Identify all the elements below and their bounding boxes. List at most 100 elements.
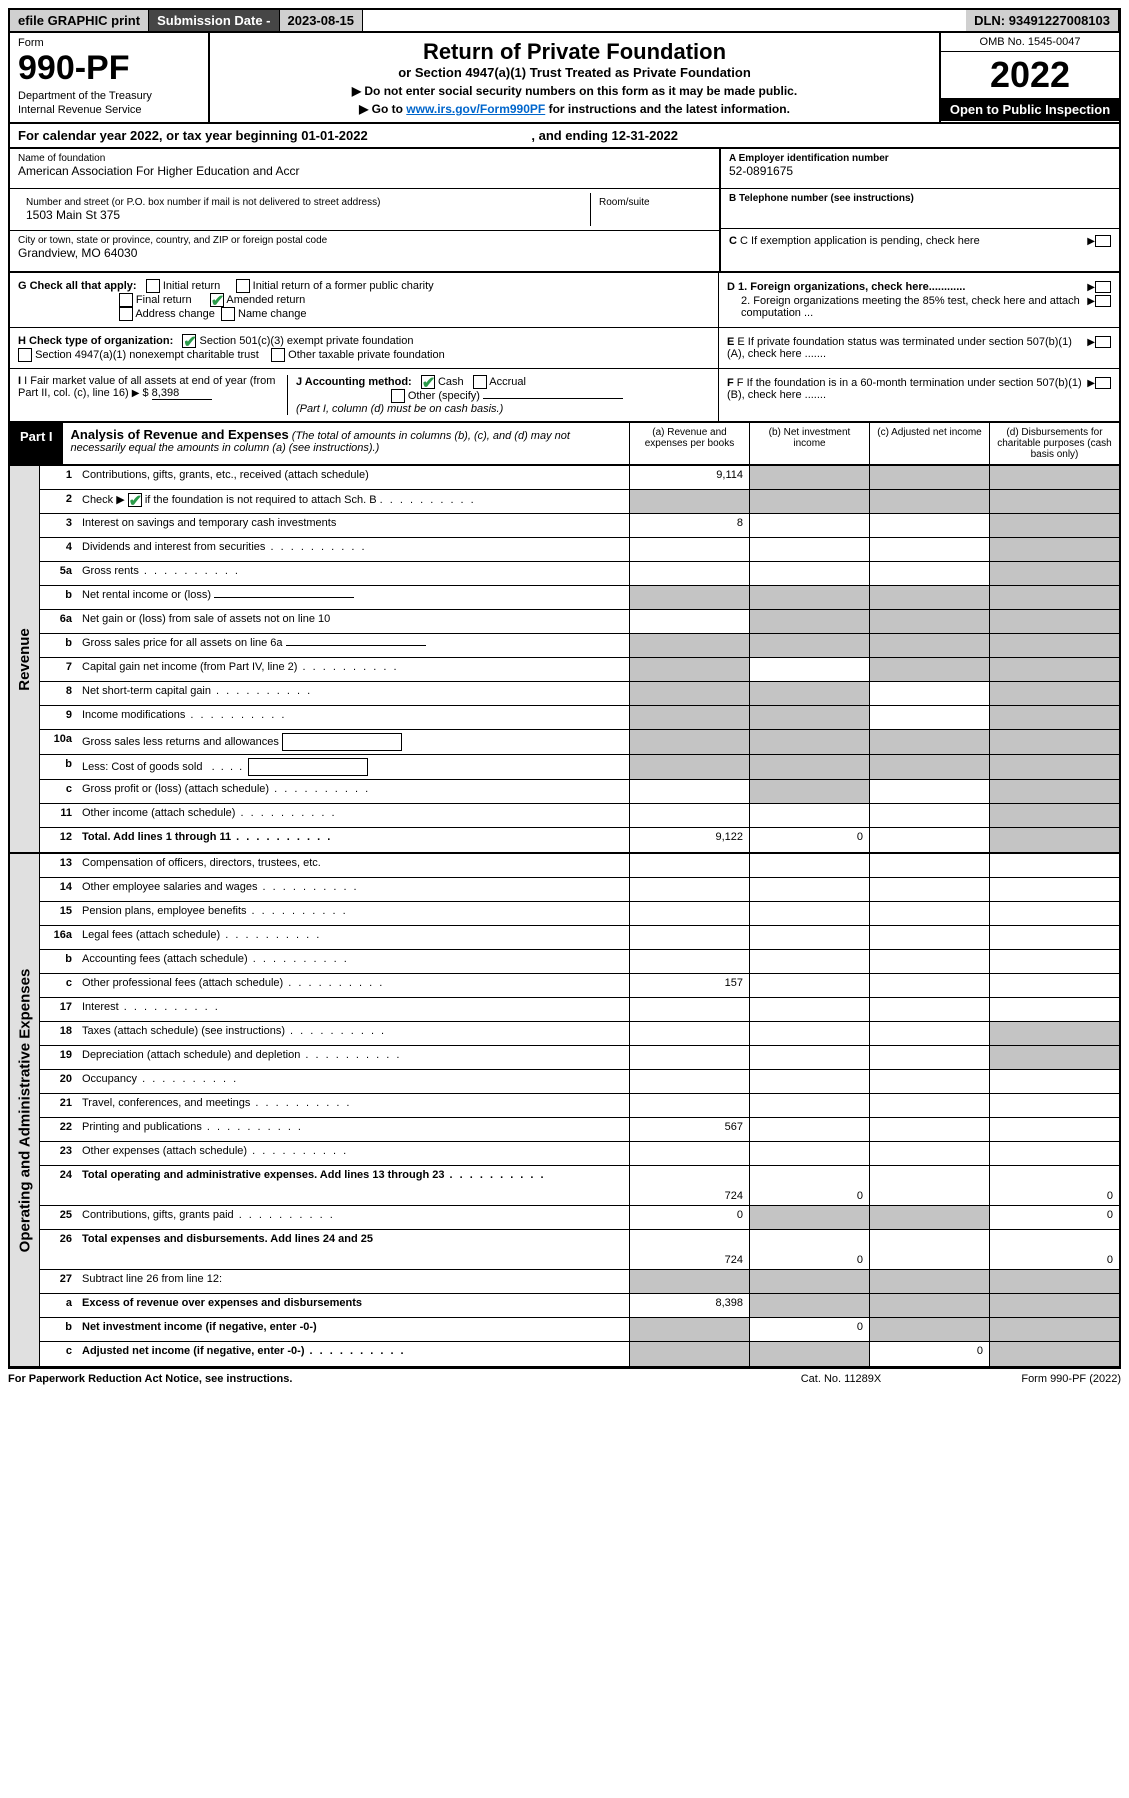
f-checkbox[interactable] <box>1095 377 1111 389</box>
expenses-side-label: Operating and Administrative Expenses <box>10 854 40 1366</box>
cb-accrual[interactable] <box>473 375 487 389</box>
cb-other-taxable[interactable] <box>271 348 285 362</box>
footer-cat: Cat. No. 11289X <box>741 1373 941 1385</box>
line-14: Other employee salaries and wages <box>78 878 629 901</box>
line-3-a: 8 <box>629 514 749 537</box>
line-26-b: 0 <box>749 1230 869 1269</box>
submission-date: 2023-08-15 <box>280 10 364 31</box>
cb-cash[interactable] <box>421 375 435 389</box>
line-10b: Less: Cost of goods sold . . . . <box>78 755 629 779</box>
j-label: J Accounting method: <box>296 376 412 388</box>
cb-amended-return[interactable] <box>210 293 224 307</box>
f-row: F F If the foundation is in a 60-month t… <box>719 369 1119 421</box>
line-23: Other expenses (attach schedule) <box>78 1142 629 1165</box>
ein-cell: A Employer identification number 52-0891… <box>721 149 1119 189</box>
info-right: A Employer identification number 52-0891… <box>719 149 1119 271</box>
d1-label: D 1. Foreign organizations, check here..… <box>727 281 965 293</box>
line-26-d: 0 <box>989 1230 1119 1269</box>
name-label: Name of foundation <box>18 153 711 164</box>
line-24: Total operating and administrative expen… <box>78 1166 629 1205</box>
part1-header: Part I Analysis of Revenue and Expenses … <box>8 423 1121 466</box>
tax-year: 2022 <box>941 52 1119 98</box>
instruction-1: ▶ Do not enter social security numbers o… <box>220 84 929 98</box>
foundation-name: American Association For Higher Educatio… <box>18 164 711 178</box>
line-27: Subtract line 26 from line 12: <box>78 1270 629 1293</box>
cb-sch-b[interactable] <box>128 493 142 507</box>
line-9: Income modifications <box>78 706 629 729</box>
line-12: Total. Add lines 1 through 11 <box>78 828 629 852</box>
line-15: Pension plans, employee benefits <box>78 902 629 925</box>
line-16c: Other professional fees (attach schedule… <box>78 974 629 997</box>
d1-checkbox[interactable] <box>1095 281 1111 293</box>
e-checkbox[interactable] <box>1095 336 1111 348</box>
e-row: E E If private foundation status was ter… <box>719 328 1119 368</box>
line-8: Net short-term capital gain <box>78 682 629 705</box>
cb-501c3[interactable] <box>182 334 196 348</box>
footer-left: For Paperwork Reduction Act Notice, see … <box>8 1373 741 1385</box>
line-16c-a: 157 <box>629 974 749 997</box>
arrow-icon <box>1087 336 1095 360</box>
cb-other-method[interactable] <box>391 389 405 403</box>
address-row: Number and street (or P.O. box number if… <box>10 189 719 231</box>
page-footer: For Paperwork Reduction Act Notice, see … <box>8 1368 1121 1389</box>
line-25-d: 0 <box>989 1206 1119 1229</box>
form-number: 990-PF <box>18 49 200 88</box>
line-24-d: 0 <box>989 1166 1119 1205</box>
part1-title: Analysis of Revenue and Expenses <box>71 427 289 442</box>
efile-print-label[interactable]: efile GRAPHIC print <box>10 10 149 31</box>
part1-label: Part I <box>10 423 63 464</box>
irs-link[interactable]: www.irs.gov/Form990PF <box>406 102 545 116</box>
check-area: G Check all that apply: Initial return I… <box>8 273 1121 423</box>
arrow-icon <box>132 387 140 399</box>
dept-treasury: Department of the Treasury <box>18 90 200 102</box>
topbar: efile GRAPHIC print Submission Date - 20… <box>8 8 1121 33</box>
form-header: Form 990-PF Department of the Treasury I… <box>8 33 1121 124</box>
line-27a: Excess of revenue over expenses and disb… <box>78 1294 629 1317</box>
header-title-block: Return of Private Foundation or Section … <box>210 33 939 122</box>
line-17: Interest <box>78 998 629 1021</box>
form-title: Return of Private Foundation <box>220 39 929 65</box>
line-26: Total expenses and disbursements. Add li… <box>78 1230 629 1269</box>
line-1: Contributions, gifts, grants, etc., rece… <box>78 466 629 489</box>
city-state-zip: Grandview, MO 64030 <box>18 246 711 260</box>
cb-initial-return[interactable] <box>146 279 160 293</box>
page: efile GRAPHIC print Submission Date - 20… <box>0 0 1129 1397</box>
room-label: Room/suite <box>599 197 703 208</box>
g-row: G Check all that apply: Initial return I… <box>10 273 719 327</box>
cb-initial-former[interactable] <box>236 279 250 293</box>
line-1-a: 9,114 <box>629 466 749 489</box>
cb-4947[interactable] <box>18 348 32 362</box>
h-row: H Check type of organization: Section 50… <box>10 328 719 368</box>
cb-name-change[interactable] <box>221 307 235 321</box>
header-left: Form 990-PF Department of the Treasury I… <box>10 33 210 122</box>
d2-label: 2. Foreign organizations meeting the 85%… <box>727 295 1087 319</box>
exemption-cell: C C If exemption application is pending,… <box>721 229 1119 269</box>
cb-final-return[interactable] <box>119 293 133 307</box>
e-label: E If private foundation status was termi… <box>727 336 1072 360</box>
d2-checkbox[interactable] <box>1095 295 1111 307</box>
g-label: G Check all that apply: <box>18 280 137 292</box>
line-18: Taxes (attach schedule) (see instruction… <box>78 1022 629 1045</box>
fmv-value: 8,398 <box>152 387 212 400</box>
line-5b: Net rental income or (loss) <box>78 586 629 609</box>
c-label: C If exemption application is pending, c… <box>740 235 980 247</box>
omb-number: OMB No. 1545-0047 <box>941 33 1119 52</box>
line-12-b: 0 <box>749 828 869 852</box>
line-11: Other income (attach schedule) <box>78 804 629 827</box>
line-13: Compensation of officers, directors, tru… <box>78 854 629 877</box>
line-2: Check ▶ if the foundation is not require… <box>78 490 629 513</box>
line-24-b: 0 <box>749 1166 869 1205</box>
c-checkbox[interactable] <box>1095 235 1111 247</box>
line-22-a: 567 <box>629 1118 749 1141</box>
col-d-hdr: (d) Disbursements for charitable purpose… <box>989 423 1119 464</box>
info-block: Name of foundation American Association … <box>8 149 1121 273</box>
d-row: D 1. Foreign organizations, check here..… <box>719 273 1119 327</box>
header-right: OMB No. 1545-0047 2022 Open to Public In… <box>939 33 1119 122</box>
cb-address-change[interactable] <box>119 307 133 321</box>
line-27a-a: 8,398 <box>629 1294 749 1317</box>
expenses-table: Operating and Administrative Expenses 13… <box>8 854 1121 1368</box>
arrow-icon <box>1087 235 1095 247</box>
line-27b-b: 0 <box>749 1318 869 1341</box>
city-label: City or town, state or province, country… <box>18 235 711 246</box>
i-j-row: I I Fair market value of all assets at e… <box>10 369 719 421</box>
